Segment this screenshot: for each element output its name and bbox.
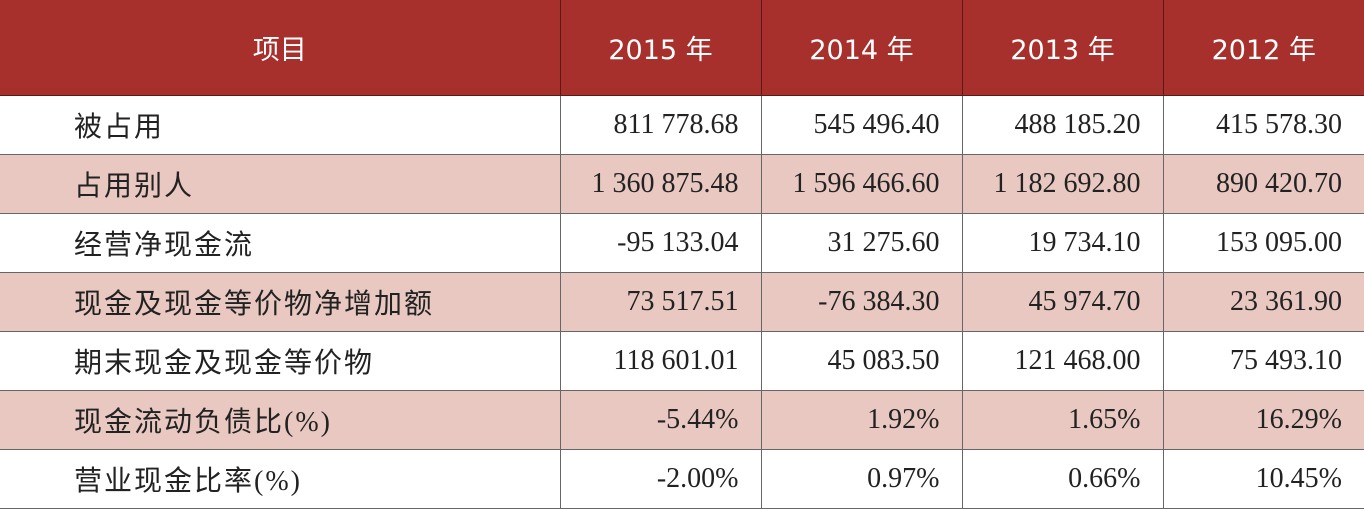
table-cell: 73 517.51 bbox=[559, 272, 762, 332]
table-cell: -95 133.04 bbox=[559, 213, 762, 273]
table-cell: 19 734.10 bbox=[961, 213, 1164, 273]
row-label: 经营净现金流 bbox=[0, 213, 561, 273]
table-row: 经营净现金流 -95 133.04 31 275.60 19 734.10 15… bbox=[0, 213, 1364, 273]
table-header-row: 项目 2015 年 2014 年 2013 年 2012 年 bbox=[0, 0, 1364, 96]
row-label: 现金及现金等价物净增加额 bbox=[0, 272, 561, 332]
table-cell: 415 578.30 bbox=[1162, 95, 1364, 155]
table-row: 期末现金及现金等价物 118 601.01 45 083.50 121 468.… bbox=[0, 331, 1364, 391]
table-cell: 16.29% bbox=[1162, 390, 1364, 450]
table-cell: 0.66% bbox=[961, 449, 1164, 509]
row-label: 现金流动负债比(%) bbox=[0, 390, 561, 450]
table-cell: 890 420.70 bbox=[1162, 154, 1364, 214]
table-cell: 121 468.00 bbox=[961, 331, 1164, 391]
table-cell: 488 185.20 bbox=[961, 95, 1164, 155]
table-cell: -5.44% bbox=[559, 390, 762, 450]
table-cell: 545 496.40 bbox=[760, 95, 963, 155]
table-cell: 1.65% bbox=[961, 390, 1164, 450]
table-cell: 153 095.00 bbox=[1162, 213, 1364, 273]
table-row: 占用别人 1 360 875.48 1 596 466.60 1 182 692… bbox=[0, 154, 1364, 214]
row-label: 营业现金比率(%) bbox=[0, 449, 561, 509]
header-year-2014: 2014 年 bbox=[760, 0, 963, 96]
table-cell: 10.45% bbox=[1162, 449, 1364, 509]
table-cell: 0.97% bbox=[760, 449, 963, 509]
table-cell: 31 275.60 bbox=[760, 213, 963, 273]
table-cell: 45 974.70 bbox=[961, 272, 1164, 332]
table-cell: 1.92% bbox=[760, 390, 963, 450]
row-label: 期末现金及现金等价物 bbox=[0, 331, 561, 391]
header-item: 项目 bbox=[0, 0, 561, 96]
table-cell: 1 182 692.80 bbox=[961, 154, 1164, 214]
table-cell: -76 384.30 bbox=[760, 272, 963, 332]
table-row: 现金流动负债比(%) -5.44% 1.92% 1.65% 16.29% bbox=[0, 390, 1364, 450]
row-label: 被占用 bbox=[0, 95, 561, 155]
table-row: 现金及现金等价物净增加额 73 517.51 -76 384.30 45 974… bbox=[0, 272, 1364, 332]
table-cell: 811 778.68 bbox=[559, 95, 762, 155]
table-cell: 118 601.01 bbox=[559, 331, 762, 391]
table-cell: 75 493.10 bbox=[1162, 331, 1364, 391]
table-cell: 45 083.50 bbox=[760, 331, 963, 391]
header-year-2013: 2013 年 bbox=[961, 0, 1164, 96]
table-cell: -2.00% bbox=[559, 449, 762, 509]
table-row: 营业现金比率(%) -2.00% 0.97% 0.66% 10.45% bbox=[0, 449, 1364, 509]
row-label: 占用别人 bbox=[0, 154, 561, 214]
table-cell: 23 361.90 bbox=[1162, 272, 1364, 332]
table-cell: 1 360 875.48 bbox=[559, 154, 762, 214]
table-row: 被占用 811 778.68 545 496.40 488 185.20 415… bbox=[0, 95, 1364, 155]
header-year-2012: 2012 年 bbox=[1162, 0, 1364, 96]
table-cell: 1 596 466.60 bbox=[760, 154, 963, 214]
header-year-2015: 2015 年 bbox=[559, 0, 762, 96]
